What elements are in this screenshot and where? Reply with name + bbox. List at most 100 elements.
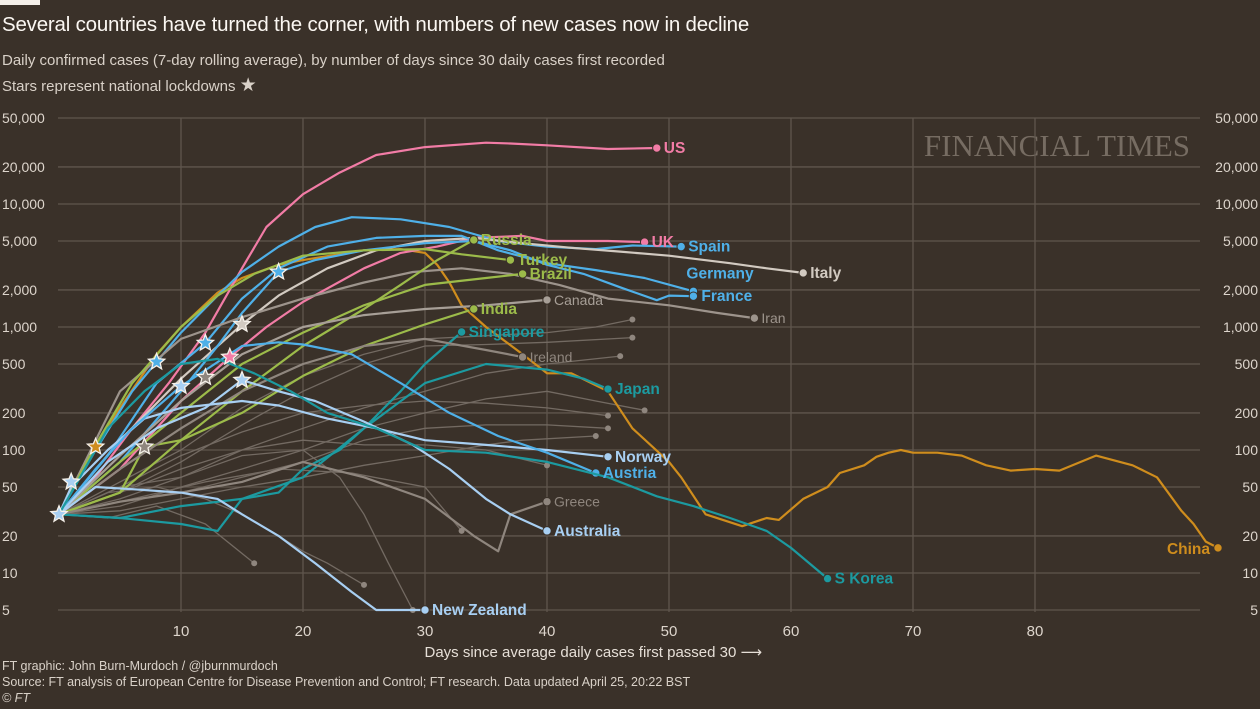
y-tick-label-left: 10,000 [2,196,45,212]
end-dot-turkey [505,255,516,265]
ft-top-bar [0,0,40,5]
end-dot-norway [603,452,613,462]
background-line-end-dot [361,581,367,588]
end-dot-brazil [517,269,528,279]
y-tick-label-right: 100 [1235,442,1259,458]
lockdown-star-icon [146,351,167,371]
series-label-turkey: Turkey [517,252,567,269]
series-label-s-korea: S Korea [835,571,894,588]
series-labels: China US UK Spain Italy Germany France Iran Russ… [432,140,1210,619]
background-line [58,318,633,515]
end-dot-china [1213,543,1223,553]
source: Source: FT analysis of European Centre f… [2,675,691,689]
series-line-new-zealand [58,485,425,612]
series-label-japan: Japan [615,381,660,398]
end-dot-new-zealand [420,605,430,615]
x-tick-label: 20 [295,623,312,640]
y-tick-label-right: 20,000 [1215,159,1258,175]
background-line [58,435,596,515]
end-dot-japan [603,384,613,394]
star-icon: ★ [239,75,257,96]
series-line-canada [58,298,548,516]
end-dot-greece [542,496,552,507]
end-dot-singapore [456,327,467,337]
series-label-france: France [701,288,752,305]
series-line-italy [58,236,804,515]
lockdown-star-icon [195,332,216,352]
end-dot-australia [542,526,552,536]
chart-subtitle: Daily confirmed cases (7-day rolling ave… [2,52,665,69]
series-line-ireland [58,337,523,516]
lockdown-star-icon [171,375,191,395]
background-line-end-dot [641,407,648,414]
lockdown-star-icon [232,314,252,333]
y-tick-label-right: 500 [1235,356,1259,372]
series-line-greece [58,460,548,553]
y-tick-label-right: 2,000 [1223,282,1258,298]
lockdown-star-icon [49,504,69,523]
series-line-india [58,307,475,516]
y-tick-label-right: 5,000 [1223,233,1258,249]
background-line-end-dot [605,425,611,432]
lockdown-star-icon [232,369,252,389]
y-tick-label-right: 20 [1242,528,1258,544]
series-label-ireland: Ireland [530,349,573,365]
background-line-end-dot [458,527,465,534]
series-label-germany: Germany [686,265,754,282]
lockdown-note: Stars represent national lockdowns [2,78,236,95]
series-label-russia: Russia [481,232,532,249]
background-line-end-dot [251,560,258,567]
series-label-iran: Iran [761,310,785,326]
series-label-norway: Norway [615,449,671,466]
y-tick-label-left: 1,000 [2,319,37,335]
series-line-iran [58,267,755,515]
series-label-new-zealand: New Zealand [432,602,527,619]
grid [58,117,1200,612]
x-tick-label: 10 [173,623,190,640]
series-line-russia [58,238,475,516]
chart-title: Several countries have turned the corner… [2,13,750,36]
y-tick-label-left: 500 [2,356,26,372]
end-dot-canada [542,295,552,305]
series-line-norway [57,399,609,515]
series-label-brazil: Brazil [530,266,572,283]
y-tick-label-right: 50 [1242,479,1258,495]
x-tick-label: 80 [1027,623,1044,640]
y-tick-label-right: 5 [1250,602,1258,618]
y-tick-label-left: 5,000 [2,233,37,249]
credit: FT graphic: John Burn-Murdoch / @jburnmu… [2,659,278,673]
lockdown-star-icon [85,436,106,456]
y-tick-label-left: 200 [2,405,26,421]
end-dot-s-korea [822,573,833,584]
end-dot-france [688,291,699,301]
lockdown-star-icon [268,261,289,281]
copyright: © FT [2,691,30,705]
series-label-singapore: Singapore [469,324,545,341]
end-dot-india [469,304,479,314]
series-line-australia [58,379,548,532]
end-dot-ireland [517,352,528,362]
lockdown-star-icon [134,436,155,456]
y-tick-label-right: 50,000 [1215,110,1258,126]
x-tick-label: 40 [539,623,556,640]
end-dot-iran [749,313,760,323]
x-tick-label: 30 [417,623,434,640]
ft-watermark: FINANCIAL TIMES [924,128,1190,163]
y-tick-label-left: 20,000 [2,159,45,175]
series-label-uk: UK [652,234,675,251]
y-tick-label-right: 200 [1235,405,1259,421]
series-label-greece: Greece [554,494,600,510]
series-label-austria: Austria [603,465,657,482]
y-tick-label-left: 5 [2,602,10,618]
background-line [58,449,414,611]
x-axis-label: Days since average daily cases first pas… [425,644,763,661]
series-line-austria [58,341,597,515]
series-label-india: India [481,301,518,318]
background-line [58,468,463,532]
y-tick-label-left: 2,000 [2,282,37,298]
series-line-turkey [58,248,511,515]
lockdown-stars [49,261,289,523]
series-line-japan [58,362,609,520]
background-line [58,336,633,515]
